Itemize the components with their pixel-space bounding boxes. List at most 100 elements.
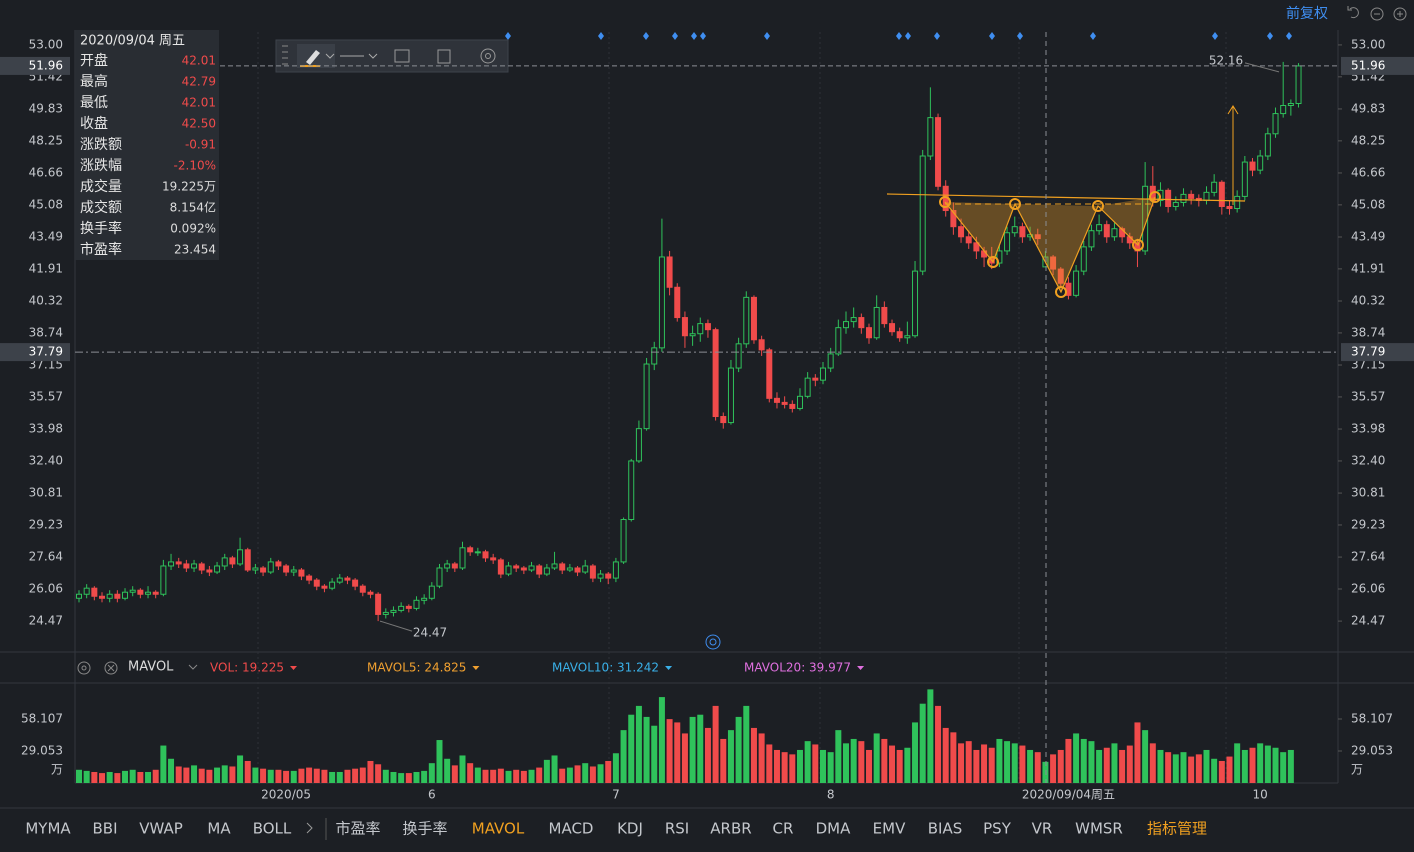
y-tick-label: 40.32 — [29, 294, 63, 308]
candle-body — [889, 323, 896, 333]
adjust-button[interactable]: 前复权 — [1286, 5, 1328, 22]
indicator-tab[interactable]: PSY — [983, 820, 1012, 838]
candle-body — [359, 585, 366, 593]
candle-body — [145, 591, 152, 595]
indicator-tab[interactable]: DMA — [816, 820, 851, 838]
y-tick-label-right: 49.83 — [1351, 101, 1385, 115]
candle-body — [76, 593, 82, 599]
candle-body — [620, 519, 627, 563]
candle-body — [1257, 155, 1264, 171]
legend-entry: MAVOL20: 39.977 — [744, 661, 851, 675]
candle-body — [329, 581, 336, 589]
legend-caret — [289, 666, 297, 670]
volume-bar — [743, 705, 750, 783]
candle-body — [1111, 228, 1118, 238]
candle-body — [375, 593, 382, 615]
info-date: 2020/09/04 周五 — [80, 34, 185, 49]
candle-body — [866, 327, 873, 339]
indicator-tab[interactable]: MYMA — [25, 820, 71, 838]
candle-body — [275, 561, 282, 567]
indicator-tab[interactable]: BIAS — [928, 820, 963, 838]
indicator-tab[interactable]: 指标管理 — [1147, 820, 1207, 838]
candle-body — [1203, 191, 1210, 201]
indicator-tab[interactable]: VR — [1032, 820, 1053, 838]
info-label: 成交量 — [80, 178, 122, 195]
volume-bar — [796, 749, 803, 783]
y-tick-label: 49.83 — [29, 101, 63, 115]
indicator-tab[interactable]: ARBR — [710, 820, 751, 838]
volume-bar — [459, 755, 466, 783]
indicator-tab[interactable]: EMV — [873, 820, 906, 838]
volume-bar — [1149, 743, 1156, 783]
indicator-tab[interactable]: 市盈率 — [335, 820, 380, 838]
candle-body — [168, 561, 175, 567]
candle-body — [674, 286, 681, 319]
indicator-tab[interactable]: MA — [207, 820, 231, 838]
indicator-name[interactable]: MAVOL — [128, 660, 174, 675]
volume-bar — [145, 771, 152, 783]
indicator-tab[interactable]: 换手率 — [402, 820, 447, 838]
indicator-tab[interactable]: CR — [773, 820, 794, 838]
volume-bar — [973, 749, 980, 783]
volume-bar — [935, 705, 942, 783]
candle-body — [421, 597, 428, 601]
y-tick-label-right: 33.98 — [1351, 422, 1385, 436]
indicator-tab[interactable]: MACD — [549, 820, 594, 838]
candle-body — [873, 306, 880, 339]
indicator-tab[interactable]: MAVOL — [472, 820, 525, 838]
candle-body — [106, 593, 113, 599]
candle-body — [566, 567, 573, 571]
volume-bar — [942, 727, 949, 783]
candle-body — [1027, 234, 1034, 238]
volume-bar — [405, 773, 412, 783]
volume-bar — [873, 733, 880, 783]
candle-body — [1211, 181, 1218, 193]
volume-bar — [1134, 722, 1141, 783]
y-tick-label: 58.107 — [21, 711, 63, 725]
volume-bar — [1103, 747, 1110, 783]
volume-bar — [1065, 738, 1072, 783]
candle-body — [137, 589, 144, 595]
volume-bar — [635, 705, 642, 783]
candle-body — [398, 605, 405, 611]
drawing-toolbar[interactable] — [275, 39, 509, 73]
candle-body — [536, 565, 543, 575]
indicator-icons[interactable] — [77, 661, 198, 675]
event-icon[interactable] — [705, 634, 721, 650]
indicator-tab[interactable]: BOLL — [253, 820, 292, 838]
tab-chevron[interactable] — [306, 822, 313, 834]
candle-body — [1103, 224, 1110, 238]
volume-bar — [628, 714, 635, 783]
indicator-tab[interactable]: VWAP — [139, 820, 183, 838]
unit-label: 万 — [51, 763, 63, 777]
candle-body — [298, 569, 305, 577]
indicator-tab[interactable]: BBI — [92, 820, 117, 838]
window-icons[interactable] — [1347, 6, 1407, 21]
price-badge — [0, 56, 70, 75]
volume-bar — [283, 770, 290, 783]
candle-body — [405, 605, 412, 609]
high-label: 52.16 — [1209, 53, 1243, 67]
indicator-tab[interactable]: WMSR — [1075, 820, 1123, 838]
candle-body — [474, 551, 481, 554]
volume-bar — [359, 767, 366, 783]
candle-body — [743, 296, 750, 345]
candle-body — [198, 563, 205, 571]
indicator-tab[interactable]: RSI — [665, 820, 689, 838]
volume-bar — [1188, 756, 1195, 783]
volume-bar — [497, 768, 504, 783]
volume-bar — [835, 730, 842, 783]
candle-body — [697, 323, 704, 335]
indicator-tab[interactable]: KDJ — [617, 820, 643, 838]
volume-bar — [198, 768, 205, 783]
candle-body — [1088, 230, 1095, 248]
info-panel — [75, 30, 219, 260]
candle-body — [336, 577, 343, 583]
candle-body — [1057, 268, 1064, 284]
volume-bar — [267, 769, 274, 783]
volume-bar — [428, 763, 435, 783]
candle-body — [1188, 193, 1195, 199]
y-tick-label-right: 30.81 — [1351, 486, 1385, 500]
candle-body — [1050, 256, 1057, 270]
candle-body — [260, 567, 267, 573]
